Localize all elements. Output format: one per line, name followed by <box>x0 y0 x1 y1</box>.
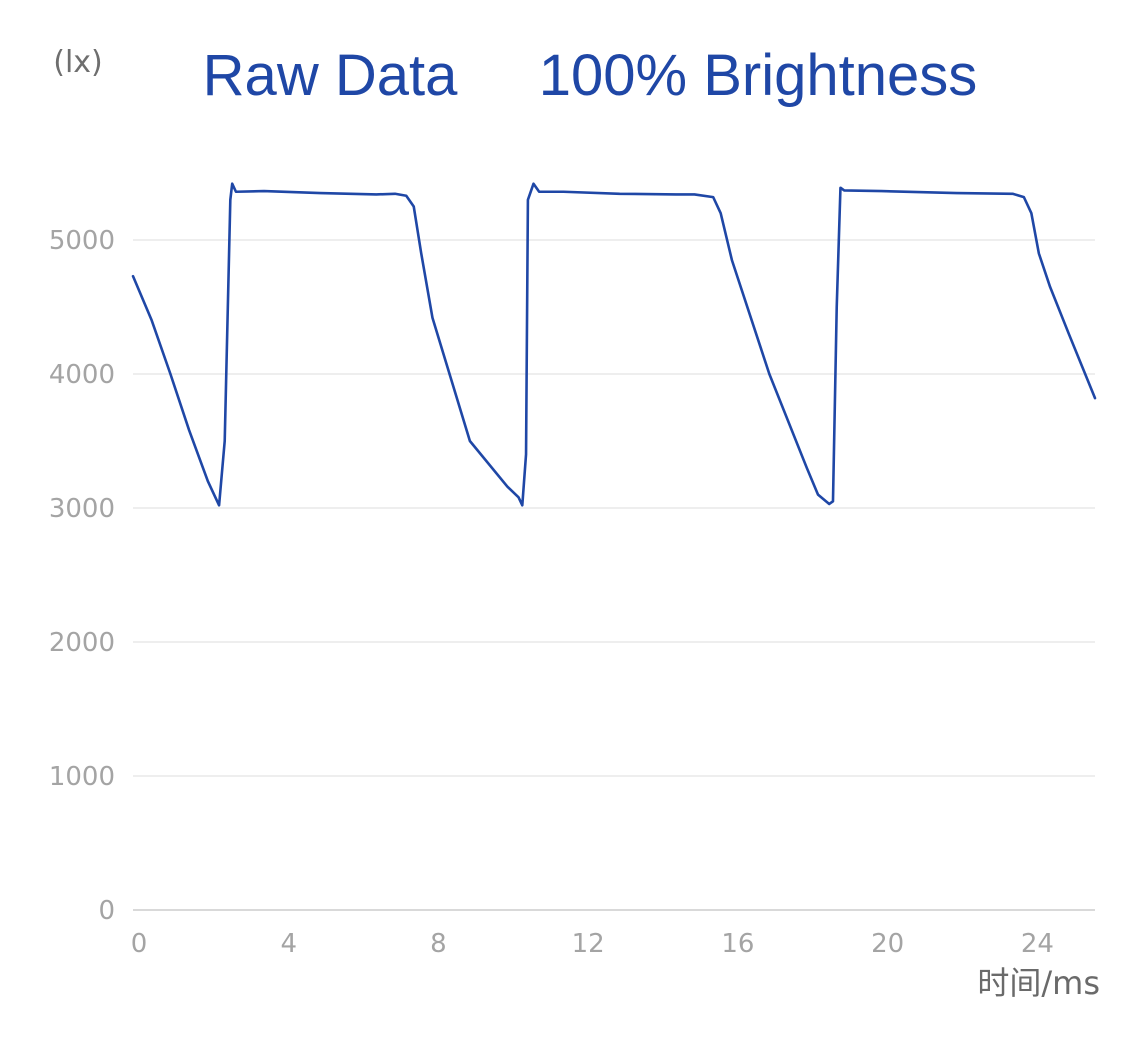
x-tick-label: 8 <box>430 929 447 959</box>
x-axis-ticks: 0 4 8 12 16 20 24 <box>131 929 1054 959</box>
y-tick-label: 4000 <box>49 360 115 390</box>
x-tick-label: 12 <box>572 929 605 959</box>
x-axis-label: 时间/ms <box>977 964 1100 1002</box>
x-tick-label: 0 <box>131 929 148 959</box>
y-tick-label: 0 <box>98 896 115 926</box>
x-tick-label: 24 <box>1021 929 1054 959</box>
y-tick-label: 3000 <box>49 494 115 524</box>
x-tick-label: 16 <box>721 929 754 959</box>
y-tick-label: 5000 <box>49 226 115 256</box>
y-axis-unit-label: (lx) <box>53 45 103 80</box>
chart-subtitle: 100% Brightness <box>539 43 977 108</box>
y-tick-label: 1000 <box>49 762 115 792</box>
x-tick-label: 4 <box>280 929 297 959</box>
y-axis-ticks: 0 1000 2000 3000 4000 5000 <box>49 226 115 926</box>
chart-title: Raw Data <box>203 43 458 108</box>
brightness-series-line <box>131 182 1097 507</box>
y-tick-label: 2000 <box>49 628 115 658</box>
grid-lines <box>133 239 1095 911</box>
x-tick-label: 20 <box>871 929 904 959</box>
series-group <box>131 182 1097 507</box>
